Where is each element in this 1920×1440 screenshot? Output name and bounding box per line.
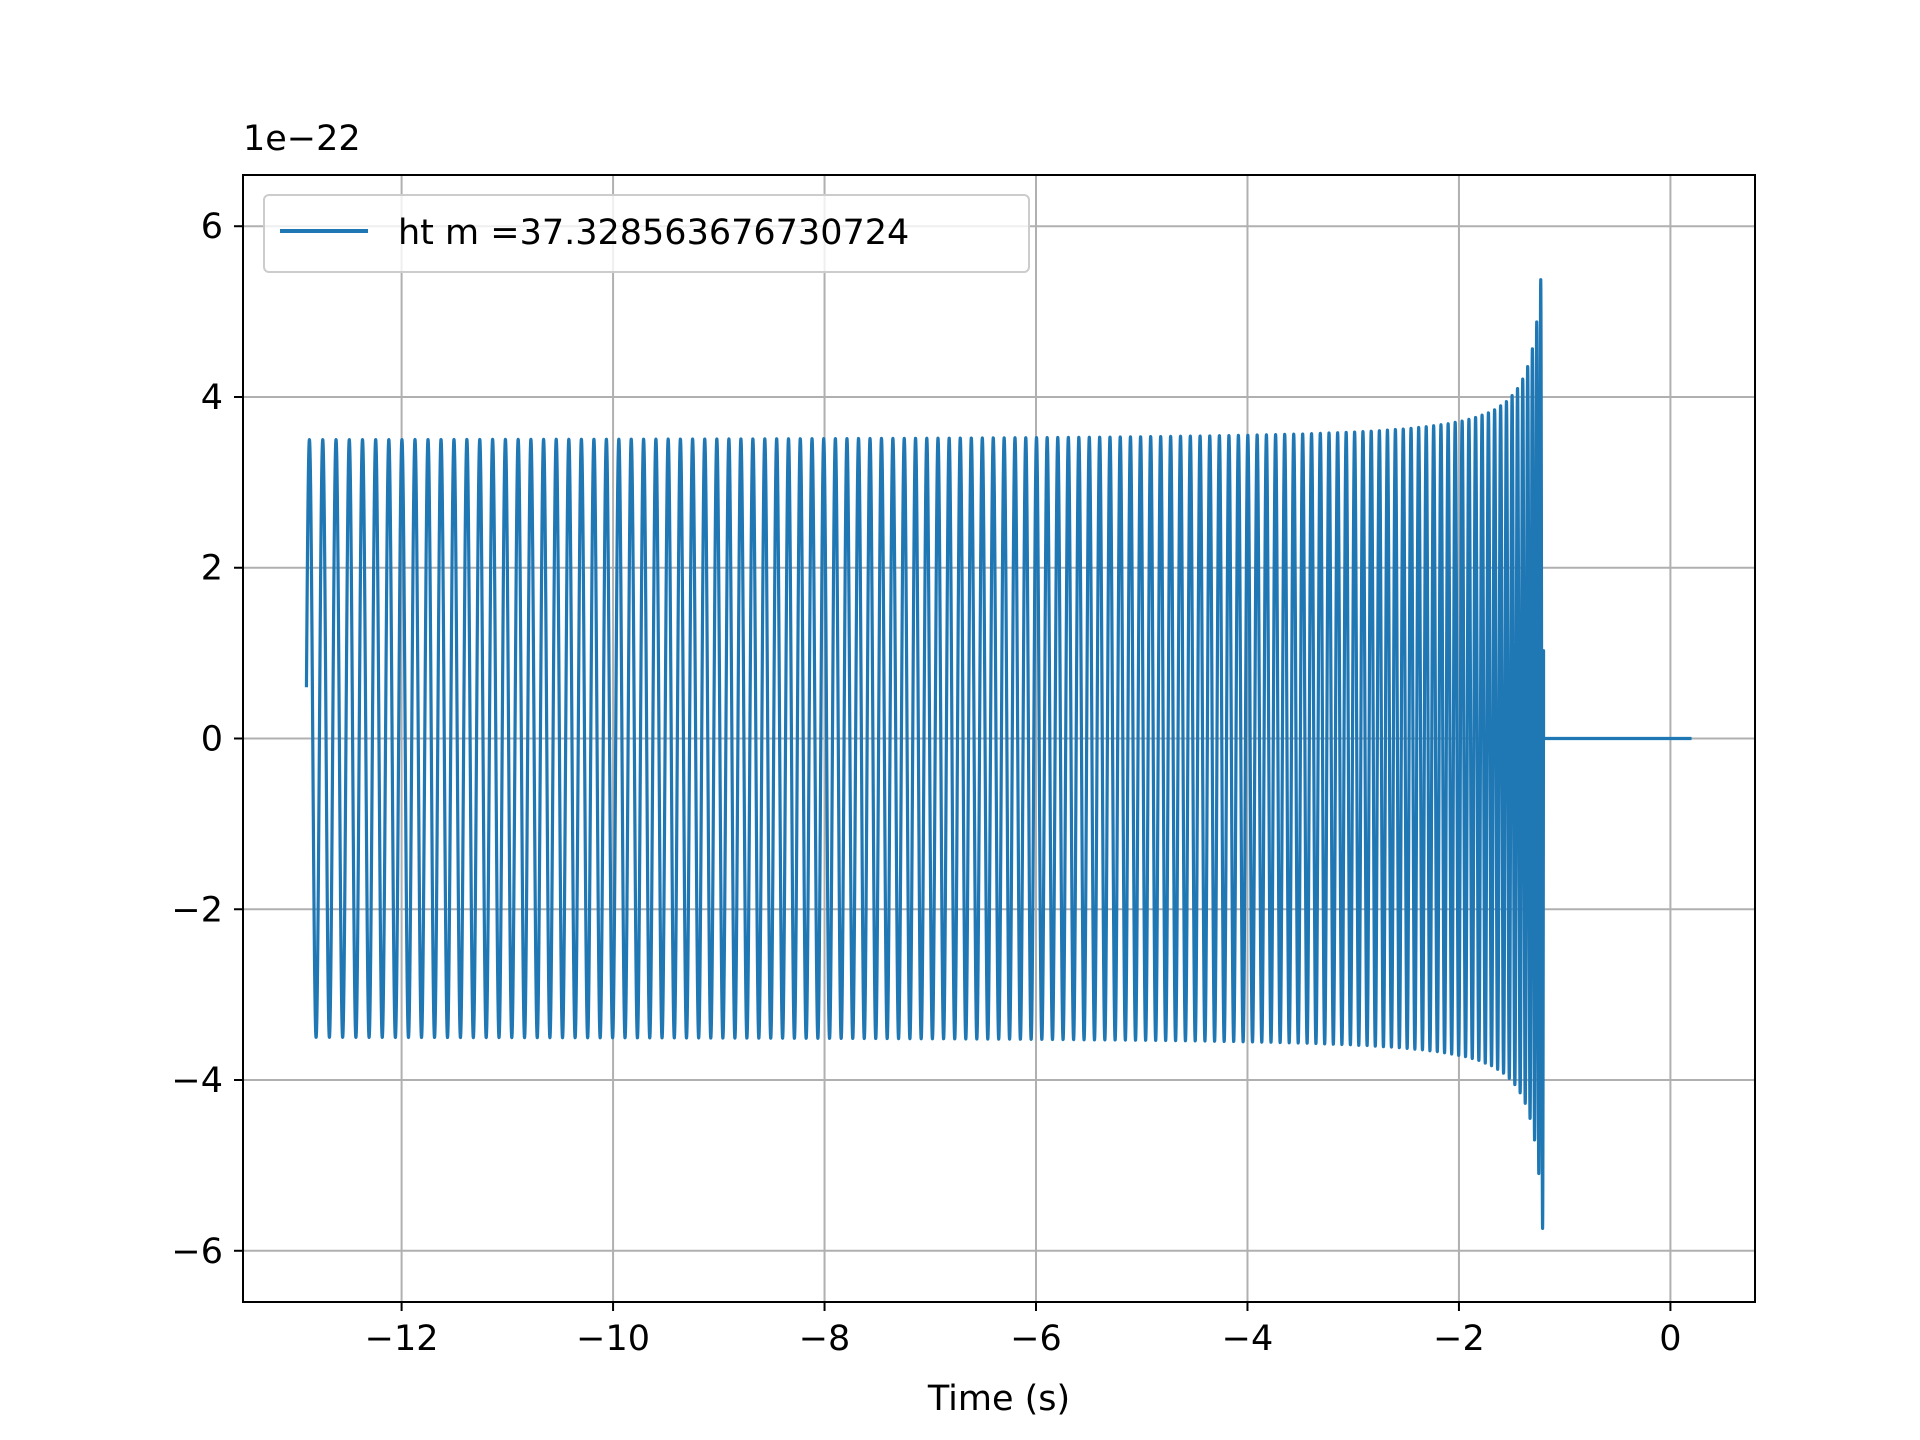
x-tick-label: 0: [1659, 1319, 1681, 1359]
legend: ht m =37.328563676730724: [263, 194, 1030, 273]
x-tick-label: −6: [1010, 1319, 1062, 1359]
y-tick-label: −6: [171, 1232, 223, 1272]
x-tick-label: −4: [1222, 1319, 1274, 1359]
x-tick-label: −8: [799, 1319, 851, 1359]
y-offset-label: 1e−22: [243, 119, 361, 159]
series-layer: [304, 278, 1692, 1230]
y-tick-label: −4: [171, 1061, 223, 1101]
x-axis-label: Time (s): [927, 1379, 1070, 1419]
y-tick-label: 6: [201, 207, 223, 247]
x-tick-label: −2: [1433, 1319, 1485, 1359]
legend-box: [263, 194, 1030, 273]
y-tick-label: 2: [201, 549, 223, 589]
y-tick-label: 4: [201, 378, 223, 418]
x-tick-label: −10: [576, 1319, 650, 1359]
y-tick-label: −2: [171, 890, 223, 930]
series-line: [304, 278, 1692, 1230]
legend-label: ht m =37.328563676730724: [398, 213, 909, 253]
x-tick-label: −12: [365, 1319, 439, 1359]
y-tick-label: 0: [201, 720, 223, 760]
ticks: −12 −10 −8 −6 −4 −2 0 −6 −4 −2 0 2 4 6: [171, 207, 1681, 1359]
